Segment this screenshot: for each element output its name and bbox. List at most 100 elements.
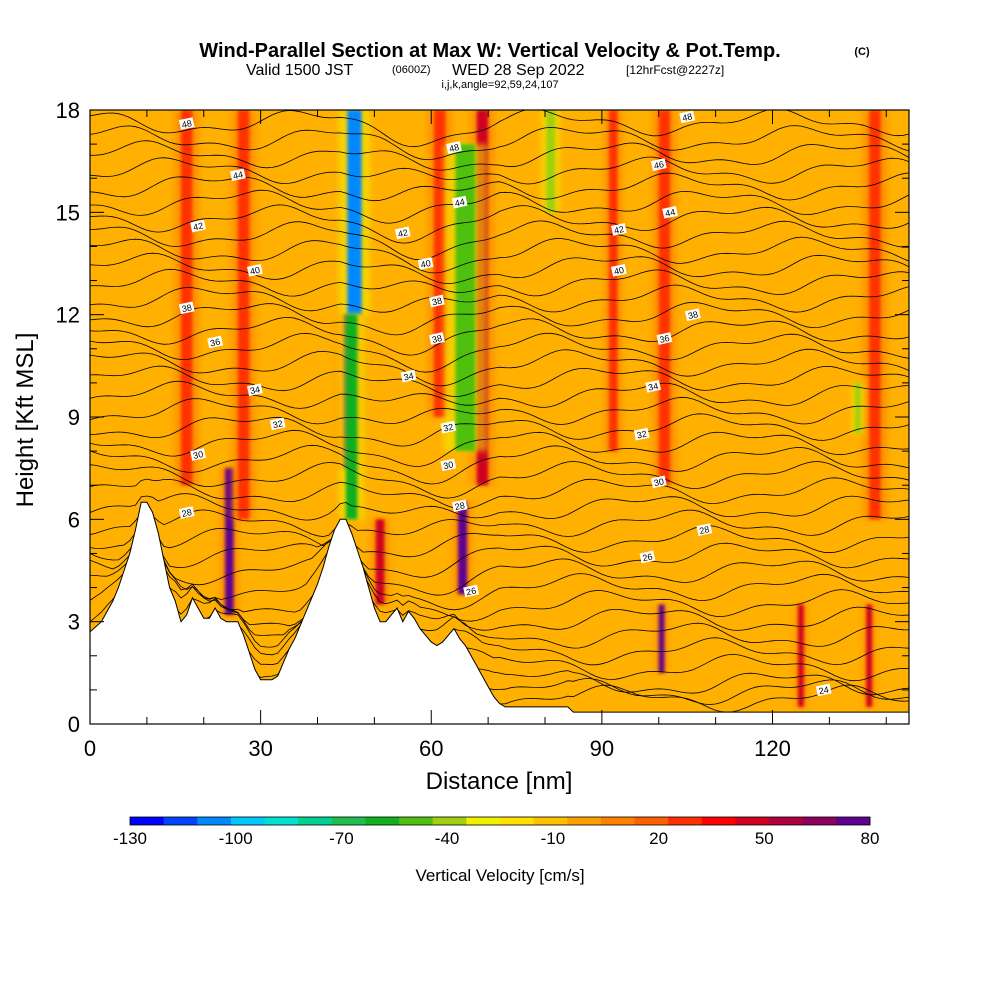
subtitle-valid: Valid 1500 JST (246, 62, 354, 79)
theta-contour (90, 140, 909, 171)
theta-contour (90, 547, 909, 622)
colorbar-tick-label: -40 (435, 829, 460, 848)
colorbar-tick-label: 80 (861, 829, 880, 848)
theta-label-text: 42 (613, 224, 625, 236)
colorbar-swatch (769, 817, 804, 825)
theta-label-text: 24 (818, 684, 830, 696)
theta-label-box (247, 383, 263, 397)
colorbar-swatch (264, 817, 299, 825)
theta-label-box (190, 448, 206, 461)
theta-contours (90, 110, 909, 713)
theta-contour (90, 477, 909, 510)
theta-label: 32 (633, 427, 650, 441)
theta-label: 30 (190, 448, 206, 461)
theta-label: 36 (207, 335, 223, 349)
theta-label-text: 40 (613, 265, 625, 277)
theta-label-box (394, 226, 411, 240)
updraft-band (375, 519, 385, 605)
theta-contour (90, 316, 909, 356)
theta-contour (90, 332, 909, 373)
theta-label-text: 36 (659, 333, 671, 345)
theta-contour (90, 365, 909, 397)
theta-contour (90, 535, 909, 596)
theta-label-box (679, 110, 696, 124)
colorbar-label: Vertical Velocity [cm/s] (415, 866, 584, 885)
colorbar-ticks: -130 -100 -70 -40 -10 20 50 80 (113, 829, 879, 848)
theta-label-box (440, 420, 457, 434)
colorbar-swatch (533, 817, 568, 825)
updraft-band (608, 110, 618, 452)
theta-label-text: 34 (403, 371, 415, 383)
theta-label: 42 (611, 223, 627, 236)
theta-label-box (440, 458, 457, 472)
downdraft-band (345, 314, 358, 520)
theta-contour (90, 567, 909, 649)
y-tick-label: 15 (56, 200, 80, 225)
theta-label: 40 (611, 263, 627, 277)
theta-label-text: 32 (442, 422, 454, 434)
x-tick-label: 90 (590, 736, 614, 761)
theta-label-box (656, 332, 673, 345)
terrain-mask (90, 501, 909, 724)
theta-contour-labels: 48 44 42 40 38 36 34 32 30 28 48 44 42 40 38 38 34 32 30 28… (178, 110, 832, 696)
theta-contour (90, 461, 909, 499)
theta-label: 40 (417, 257, 434, 270)
theta-label: 30 (440, 458, 457, 472)
theta-label: 38 (685, 308, 701, 321)
subtitle-utc: (0600Z) (392, 64, 431, 76)
theta-label: 38 (429, 332, 445, 345)
theta-label: 24 (815, 683, 832, 696)
updraft-band (798, 604, 804, 707)
theta-label-box (178, 117, 195, 130)
subtitle-date: WED 28 Sep 2022 (452, 62, 585, 79)
theta-label-box (611, 263, 627, 277)
theta-label-text: 36 (209, 337, 221, 349)
x-axis: 0 30 60 90 120 (84, 110, 887, 761)
theta-label-box (230, 168, 246, 182)
theta-label-box (650, 475, 667, 489)
colorbar-tick-label: -10 (541, 829, 566, 848)
theta-label-box (650, 158, 667, 171)
colorbar-swatch (600, 817, 636, 825)
theta-label-box (463, 584, 479, 598)
updraft-band (658, 110, 671, 486)
theta-label-box (611, 223, 627, 236)
colorbar-frame (129, 816, 871, 826)
theta-label-text: 30 (192, 449, 204, 461)
colorbar-swatch (331, 817, 366, 825)
theta-contour (90, 172, 909, 202)
theta-label-text: 48 (181, 118, 193, 130)
colorbar-swatch (836, 817, 871, 825)
colorbar-swatch (802, 817, 837, 825)
theta-contour (90, 348, 909, 387)
theta-label-text: 44 (232, 169, 244, 181)
velocity-bands (174, 110, 888, 707)
theta-label: 38 (429, 294, 445, 308)
theta-contour (90, 301, 909, 336)
theta-label-text: 44 (454, 197, 466, 209)
theta-label-box (178, 506, 195, 519)
theta-label: 26 (463, 584, 479, 598)
theta-label-text: 38 (181, 302, 193, 314)
theta-contour (90, 268, 909, 297)
theta-label-box (417, 257, 434, 270)
theta-label-text: 28 (698, 524, 710, 536)
theta-label-text: 32 (272, 418, 284, 430)
plot-area: 48 44 42 40 38 36 34 32 30 28 48 44 42 40 38 38 34 32 30 28… (90, 110, 909, 724)
y-tick-label: 9 (68, 405, 80, 430)
colorbar-swatch (298, 817, 333, 825)
theta-contour (90, 204, 909, 244)
theta-label: 38 (178, 301, 195, 314)
theta-label-text: 38 (687, 309, 699, 321)
theta-label-text: 38 (431, 296, 443, 308)
theta-contour (90, 413, 909, 447)
theta-label-text: 30 (653, 476, 665, 488)
theta-contour (90, 156, 909, 185)
theta-label: 40 (247, 263, 263, 277)
theta-label: 42 (190, 219, 206, 232)
theta-label: 34 (247, 383, 263, 396)
theta-contour (90, 284, 909, 313)
y-tick-label: 12 (56, 303, 80, 328)
theta-label-box (639, 550, 656, 564)
